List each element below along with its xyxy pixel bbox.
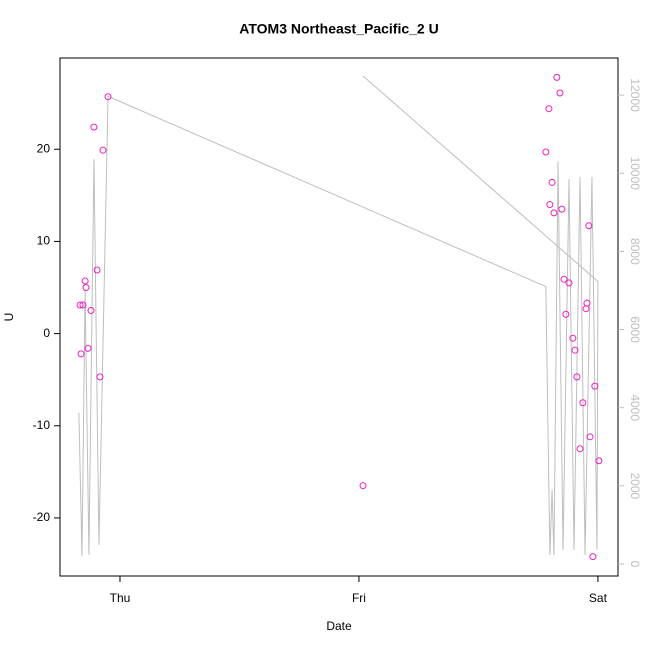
chart-title: ATOM3 Northeast_Pacific_2 U xyxy=(239,21,438,37)
data-point xyxy=(582,305,590,313)
data-point xyxy=(569,334,577,342)
data-point xyxy=(359,482,367,490)
data-point xyxy=(562,310,570,318)
data-point xyxy=(77,350,85,358)
x-tick-label: Thu xyxy=(110,591,131,605)
y-axis-title: U xyxy=(2,313,16,322)
data-point xyxy=(79,301,87,309)
y2-tick-label: 4000 xyxy=(628,394,642,421)
data-point xyxy=(84,344,92,352)
data-point xyxy=(573,373,581,381)
x-axis-title: Date xyxy=(326,619,352,633)
data-point xyxy=(583,299,591,307)
data-point xyxy=(579,399,587,407)
y2-tick-label: 0 xyxy=(628,561,642,568)
data-point xyxy=(546,201,554,209)
y2-tick-label: 6000 xyxy=(628,316,642,343)
data-point xyxy=(591,382,599,390)
data-point xyxy=(90,123,98,131)
y-tick-label: 10 xyxy=(37,234,51,248)
data-point xyxy=(550,209,558,217)
data-point xyxy=(560,275,568,283)
data-point xyxy=(81,277,89,285)
x-tick-label: Sat xyxy=(589,591,608,605)
data-point xyxy=(93,266,101,274)
data-point xyxy=(595,457,603,465)
data-point xyxy=(586,433,594,441)
data-point xyxy=(542,148,550,156)
data-line xyxy=(78,75,599,556)
data-point xyxy=(565,279,573,287)
y-tick-label: 0 xyxy=(43,326,50,340)
y2-tick-label: 12000 xyxy=(628,78,642,112)
y2-tick-label: 2000 xyxy=(628,472,642,499)
data-point xyxy=(571,346,579,354)
y-tick-label: -20 xyxy=(33,510,51,524)
data-point xyxy=(87,307,95,315)
data-point xyxy=(558,205,566,213)
data-point xyxy=(548,178,556,186)
data-point xyxy=(545,105,553,113)
data-point xyxy=(589,553,597,561)
y2-tick-label: 8000 xyxy=(628,238,642,265)
data-point xyxy=(556,89,564,97)
data-point xyxy=(96,373,104,381)
data-point xyxy=(576,445,584,453)
data-point xyxy=(585,222,593,230)
data-point xyxy=(82,284,90,292)
x-tick-label: Fri xyxy=(352,591,366,605)
data-point xyxy=(553,73,561,81)
data-point xyxy=(76,301,84,309)
y2-tick-label: 10000 xyxy=(628,157,642,191)
plot-frame xyxy=(59,57,619,577)
data-point xyxy=(104,93,112,101)
y-tick-label: -10 xyxy=(33,418,51,432)
data-point xyxy=(99,146,107,154)
y-tick-label: 20 xyxy=(37,141,51,155)
